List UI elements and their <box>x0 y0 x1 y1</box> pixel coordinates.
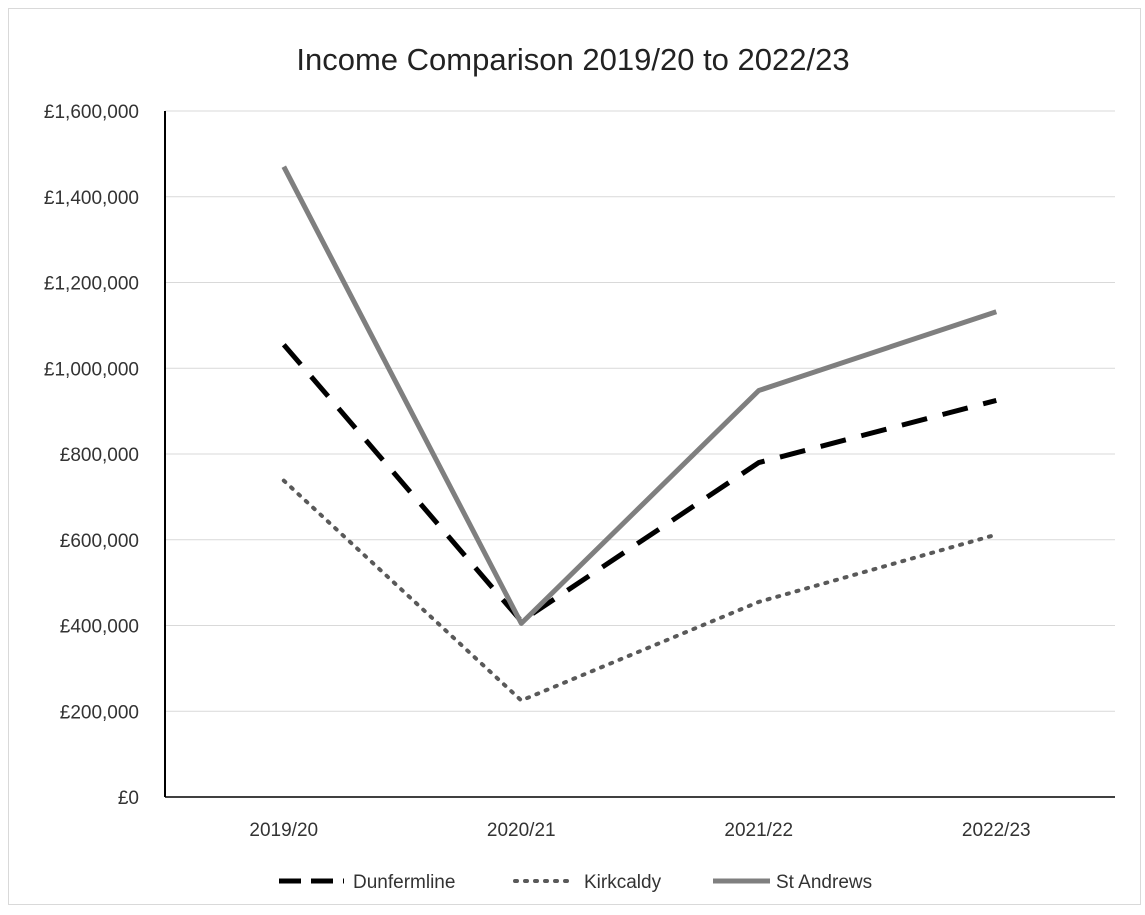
legend-label-st-andrews: St Andrews <box>776 872 872 893</box>
legend-label-dunfermline: Dunfermline <box>353 872 455 893</box>
series-lines <box>281 165 999 703</box>
y-tick-label: £1,400,000 <box>44 188 139 209</box>
axes: £0 £200,000 £400,000 £600,000 £800,000 £1,000… <box>44 102 1115 841</box>
y-tick-label: £600,000 <box>60 531 139 552</box>
x-tick-label: 2020/21 <box>487 820 556 841</box>
chart-title: Income Comparison 2019/20 to 2022/23 <box>296 42 849 77</box>
x-tick-label: 2019/20 <box>249 820 318 841</box>
x-tick-label: 2022/23 <box>962 820 1031 841</box>
series-line-st-andrews <box>281 165 998 626</box>
legend: Dunfermline Kirkcaldy St Andrews <box>279 872 872 893</box>
series-line-kirkcaldy <box>281 478 999 703</box>
x-tick-label: 2021/22 <box>724 820 793 841</box>
y-tick-label: £0 <box>118 788 139 809</box>
y-tick-label: £200,000 <box>60 702 139 723</box>
chart-border <box>8 8 1141 905</box>
y-tick-label: £400,000 <box>60 617 139 638</box>
legend-label-kirkcaldy: Kirkcaldy <box>584 872 662 893</box>
y-tick-label: £1,200,000 <box>44 274 139 295</box>
y-tick-label: £800,000 <box>60 445 139 466</box>
y-tick-label: £1,000,000 <box>44 359 139 380</box>
series-line-dunfermline <box>281 343 997 624</box>
y-tick-label: £1,600,000 <box>44 102 139 123</box>
